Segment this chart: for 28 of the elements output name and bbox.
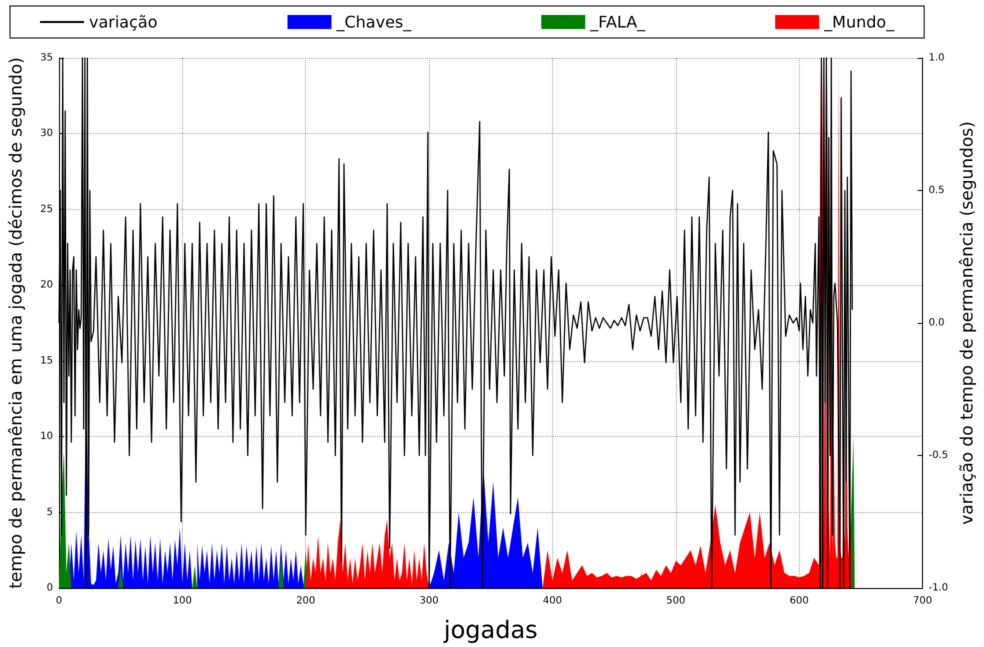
- x-tick-label: 0: [56, 596, 62, 606]
- x-tick-label: 100: [172, 596, 192, 606]
- legend-label: _FALA_: [589, 12, 646, 32]
- x-tick-label: 300: [420, 596, 439, 606]
- x-tick-label: 600: [790, 596, 809, 606]
- y-tick-label: 10: [40, 431, 53, 442]
- y2-tick-label: 1.0: [928, 52, 944, 64]
- y2-tick-label: -1.0: [928, 582, 948, 594]
- y-tick-label: 35: [40, 52, 53, 64]
- legend-label: _Chaves_: [335, 12, 412, 32]
- legend-label: variação: [89, 12, 158, 32]
- y-tick-label: 20: [40, 280, 53, 291]
- x-tick-label: 200: [296, 596, 316, 606]
- y2-tick-label: 0.5: [928, 185, 944, 196]
- y-axis-title: tempo de permanência em uma jogada (décimos de segundo): [6, 57, 26, 589]
- y2-tick-label: 0.0: [928, 318, 944, 328]
- y2-tick-label: -0.5: [928, 450, 948, 461]
- y-tick-label: 5: [46, 506, 53, 518]
- x-tick-label: 400: [542, 596, 562, 606]
- x-axis-title: jogadas: [442, 616, 538, 644]
- x-tick-label: 500: [666, 596, 686, 606]
- x-tick-label: 700: [913, 596, 932, 606]
- y-tick-label: 0: [46, 582, 53, 594]
- y-tick-label: 15: [40, 355, 53, 366]
- y-tick-label: 25: [40, 204, 53, 215]
- legend-label: _Mundo_: [823, 12, 896, 32]
- y2-axis-title: variação do tempo de permanência (segundos): [958, 121, 978, 525]
- y-tick-label: 30: [40, 128, 53, 140]
